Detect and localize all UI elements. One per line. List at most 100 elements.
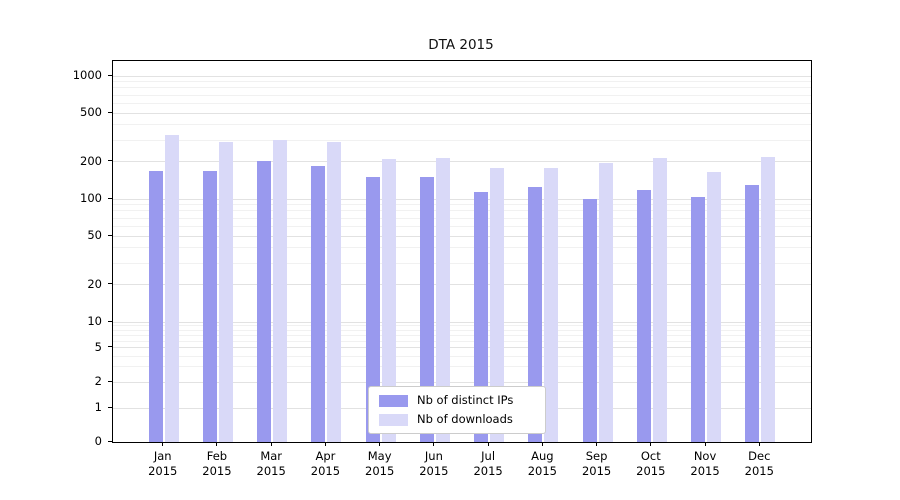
bar-downloads (164, 135, 179, 442)
bar-distinct-ips (474, 192, 489, 442)
x-tick-label: Sep 2015 (567, 449, 627, 479)
major-gridline (113, 161, 811, 163)
minor-gridline (113, 102, 811, 104)
legend-label-downloads: Nb of downloads (417, 412, 513, 426)
minor-gridline (113, 247, 811, 249)
x-tick-label-line: Jul (481, 449, 496, 463)
x-tick-label-line: 2015 (690, 464, 720, 478)
x-tick-label: Mar 2015 (241, 449, 301, 479)
x-tick-mark (270, 442, 272, 446)
bar-downloads (598, 163, 613, 442)
major-gridline (113, 235, 811, 237)
x-tick-label: Oct 2015 (621, 449, 681, 479)
x-tick-mark (487, 442, 489, 446)
legend-item-distinct-ips: Nb of distinct IPs (379, 394, 535, 407)
x-tick-mark (704, 442, 706, 446)
x-tick-label: Feb 2015 (187, 449, 247, 479)
bar-downloads (652, 158, 667, 442)
bar-downloads (544, 167, 559, 442)
y-tick-label: 500 (80, 105, 102, 120)
x-tick-mark (216, 442, 218, 446)
bar-distinct-ips (419, 177, 434, 442)
legend-label-distinct-ips: Nb of distinct IPs (417, 393, 514, 407)
minor-gridline (113, 217, 811, 219)
chart-title: DTA 2015 (428, 37, 494, 53)
minor-gridline (113, 366, 811, 368)
y-tick-label: 10 (87, 314, 102, 328)
x-tick-label: Aug 2015 (512, 449, 572, 479)
x-tick-label-line: 2015 (473, 464, 503, 478)
x-tick-mark (758, 442, 760, 446)
bar-downloads (490, 167, 505, 442)
y-tick-label: 5 (94, 339, 102, 354)
x-tick-mark (541, 442, 543, 446)
bar-downloads (761, 156, 776, 442)
x-tick-label: May 2015 (350, 449, 410, 479)
x-tick-label-line: Apr (315, 449, 336, 463)
bar-distinct-ips (257, 160, 272, 442)
bar-distinct-ips (202, 170, 217, 442)
y-tick-mark (108, 320, 112, 322)
minor-gridline (113, 225, 811, 227)
legend-item-downloads: Nb of downloads (379, 413, 535, 426)
x-tick-label-line: Nov (693, 449, 717, 463)
y-tick-label: 200 (80, 153, 102, 168)
x-tick-label-line: 2015 (636, 464, 666, 478)
x-tick-label: Jul 2015 (458, 449, 518, 479)
minor-gridline (113, 204, 811, 206)
y-tick-label: 2 (94, 374, 102, 389)
x-tick-label-line: Oct (640, 449, 661, 463)
x-tick-label-line: 2015 (419, 464, 449, 478)
minor-gridline (113, 81, 811, 83)
x-tick-label-line: 2015 (202, 464, 232, 478)
legend: Nb of distinct IPs Nb of downloads (368, 386, 546, 434)
x-tick-label-line: 2015 (744, 464, 774, 478)
x-tick-label-line: Jan (153, 449, 172, 463)
x-tick-mark (379, 442, 381, 446)
bar-distinct-ips (582, 199, 597, 442)
x-tick-label-line: 2015 (148, 464, 178, 478)
bar-downloads (273, 140, 288, 442)
bar-downloads (381, 159, 396, 442)
bar-downloads (218, 142, 233, 442)
x-tick-label-line: May (367, 449, 392, 463)
x-tick-mark (162, 442, 164, 446)
x-tick-label-line: 2015 (527, 464, 557, 478)
x-tick-label-line: 2015 (365, 464, 395, 478)
x-tick-label-line: Mar (260, 449, 283, 463)
bar-distinct-ips (636, 190, 651, 442)
major-gridline (113, 75, 811, 77)
y-tick-label: 20 (87, 276, 102, 291)
x-tick-label: Apr 2015 (295, 449, 355, 479)
minor-gridline (113, 94, 811, 96)
x-tick-label: Dec 2015 (729, 449, 789, 479)
bar-distinct-ips (311, 166, 326, 442)
major-gridline (113, 347, 811, 349)
x-tick-label: Jan 2015 (133, 449, 193, 479)
minor-gridline (113, 139, 811, 141)
major-gridline (113, 284, 811, 286)
bar-distinct-ips (365, 177, 380, 442)
x-tick-label-line: Sep (585, 449, 608, 463)
legend-swatch-downloads-icon (379, 413, 408, 426)
x-tick-label: Jun 2015 (404, 449, 464, 479)
y-tick-mark (108, 440, 112, 442)
y-tick-label: 100 (80, 191, 102, 205)
y-tick-mark (108, 197, 112, 199)
y-tick-mark (108, 74, 112, 76)
y-tick-mark (108, 234, 112, 236)
y-tick-mark (108, 346, 112, 348)
x-tick-label-line: 2015 (310, 464, 341, 478)
bar-distinct-ips (691, 197, 706, 442)
major-gridline (113, 381, 811, 383)
plot-area (112, 60, 812, 443)
minor-gridline (113, 334, 811, 336)
bar-distinct-ips (745, 185, 760, 442)
x-tick-label-line: 2015 (256, 464, 286, 478)
bar-distinct-ips (148, 170, 163, 442)
minor-gridline (113, 210, 811, 212)
x-tick-label-line: Aug (531, 449, 554, 463)
y-tick-label: 1000 (72, 68, 102, 82)
y-tick-mark (108, 160, 112, 162)
y-tick-label: 50 (87, 228, 102, 243)
